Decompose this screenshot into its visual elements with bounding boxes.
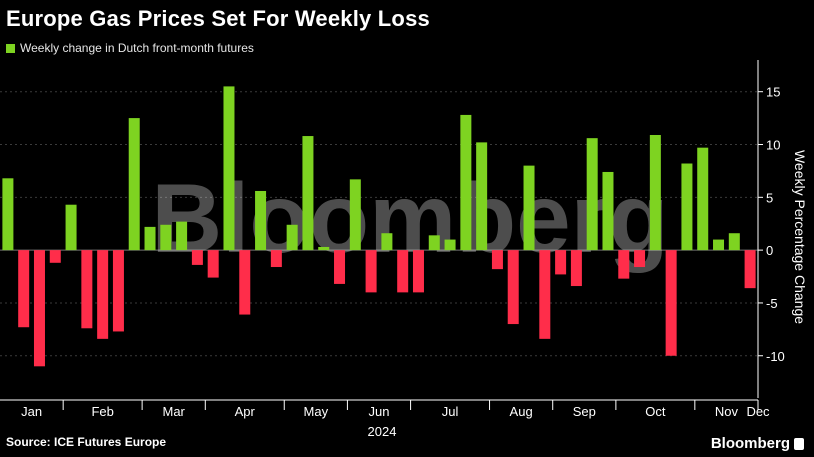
x-axis: Jan Feb Mar Apr May Jun Jul Aug Sep Oct Nov Dec [0,399,770,419]
bar [539,250,551,339]
bar [160,224,172,251]
x-tick-label: Jan [21,404,42,419]
bar [397,250,409,293]
source-note: Source: ICE Futures Europe [6,435,167,449]
y-axis-label: Weekly Percentage Change [792,150,808,324]
chart-title: Europe Gas Prices Set For Weekly Loss [6,6,430,31]
bar [412,250,424,293]
bar [649,134,661,251]
bar [665,250,677,356]
bars [2,86,756,367]
x-tick-label: Jul [442,404,459,419]
bar [381,233,393,251]
bar [507,250,519,325]
bar [365,250,377,293]
bar [176,221,188,251]
bar [18,250,30,328]
x-tick-label: Nov [715,404,739,419]
bar [239,250,251,315]
y-tick-label: -5 [766,296,778,311]
watermark: Bloomberg [151,163,668,273]
y-tick-label: -10 [766,349,785,364]
brand-text: Bloomberg [710,435,790,452]
x-tick-label: Dec [746,404,770,419]
x-tick-label: Sep [573,404,596,419]
bar [697,147,709,251]
bar [270,250,282,268]
legend-swatch [6,43,15,53]
bar [476,142,488,251]
bar [460,114,472,251]
bar [713,239,725,251]
y-axis: 15 10 5 0 -5 -10 [757,60,785,398]
x-axis-year-label: 2024 [368,424,397,439]
bar [555,250,567,275]
bar [634,250,646,268]
bar [681,163,693,251]
y-tick-label: 10 [766,138,780,153]
bar [491,250,503,270]
y-tick-label: 0 [766,243,773,258]
x-tick-label: Oct [645,404,666,419]
bar [444,239,456,251]
bar [570,250,582,287]
legend: Weekly change in Dutch front-month futur… [6,41,254,55]
bar [144,226,156,251]
bar [523,165,535,251]
bar [302,136,314,251]
bar [602,171,614,251]
bar [334,250,346,284]
x-tick-label: Apr [235,404,256,419]
brand-logo: Bloomberg [711,435,804,452]
bar [128,118,140,251]
bar [2,178,14,251]
bar [112,250,124,332]
bar [65,204,77,251]
bar [33,250,45,367]
gridlines [0,91,758,357]
x-tick-label: Mar [163,404,186,419]
y-tick-label: 15 [766,85,780,100]
bar [207,250,219,278]
legend-label: Weekly change in Dutch front-month futur… [20,41,254,55]
bar [618,250,630,279]
bar [191,250,203,265]
x-tick-label: Jun [369,404,390,419]
bar [428,235,440,251]
bar [223,86,235,251]
bar [286,224,298,251]
x-tick-label: Feb [91,404,113,419]
x-tick-label: May [304,404,329,419]
bar [81,250,93,329]
bar [728,233,740,251]
terminal-icon [794,437,804,450]
bar [318,246,330,251]
bar [97,250,109,339]
bar [255,190,267,251]
bar [49,250,61,263]
bar [349,179,361,251]
x-tick-label: Aug [510,404,533,419]
bar [586,138,598,251]
bar [744,250,756,289]
y-tick-label: 5 [766,190,773,205]
